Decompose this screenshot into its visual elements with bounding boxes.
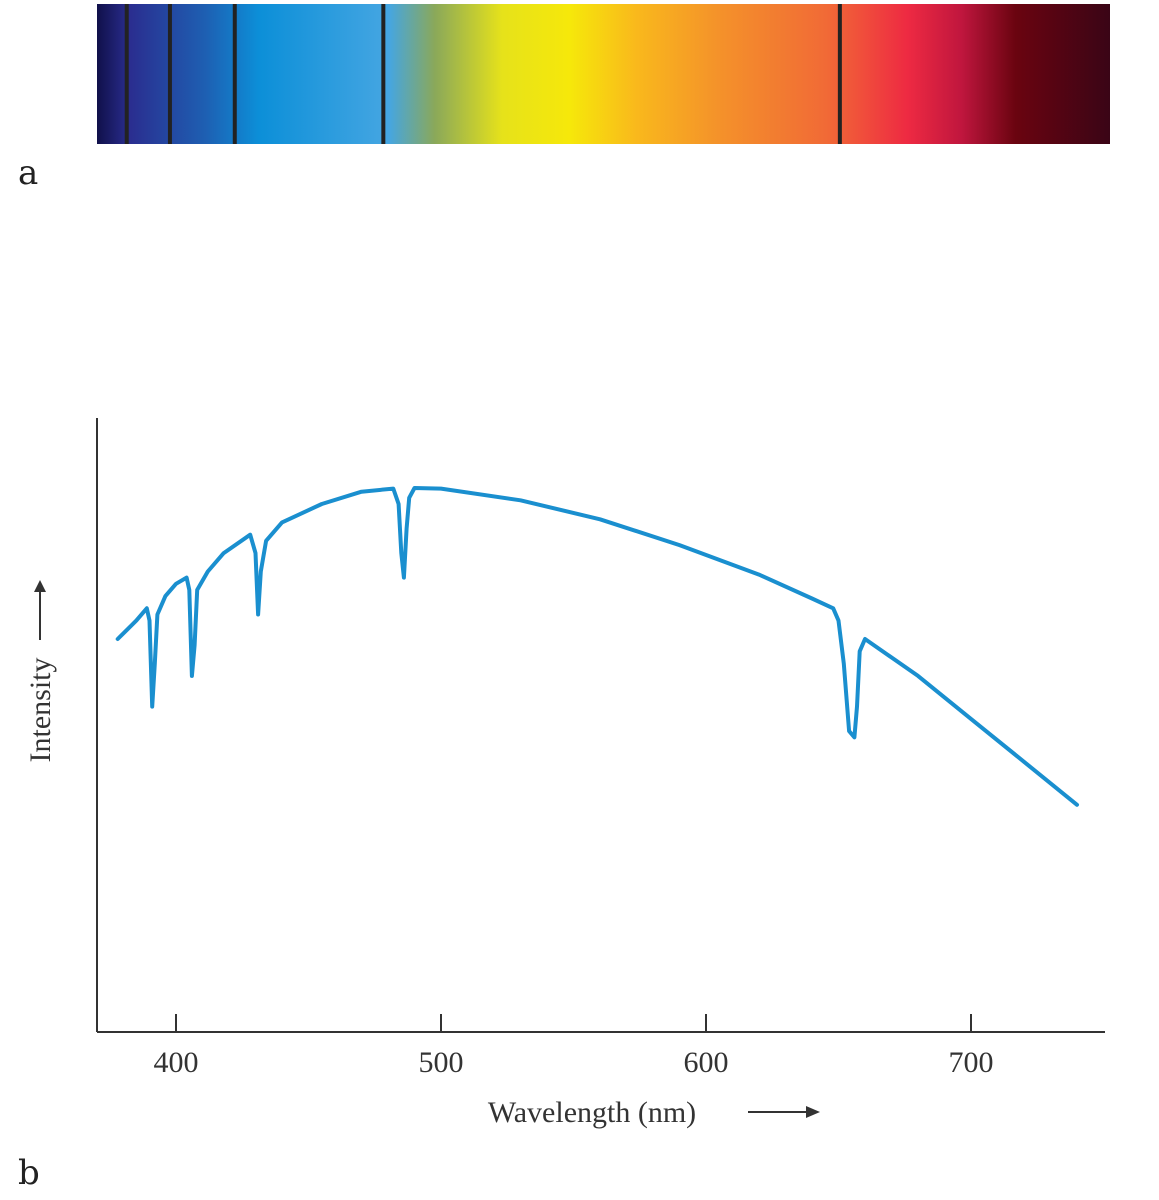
y-axis-arrowhead-icon: [34, 580, 46, 592]
spectrum-panel: a: [18, 4, 1110, 193]
panel-label-a: a: [18, 153, 38, 193]
x-axis-label: Wavelength (nm): [488, 1096, 696, 1129]
intensity-chart: 400 500 600 700 Intensity Wavelength (nm) b: [18, 418, 1105, 1193]
spectrum-bar: [97, 4, 1110, 144]
x-tick-label: 600: [684, 1046, 729, 1079]
x-ticks: 400 500 600 700: [154, 1014, 994, 1079]
x-tick-label: 400: [154, 1046, 199, 1079]
x-axis-arrowhead-icon: [806, 1106, 820, 1118]
y-axis-label: Intensity: [24, 658, 57, 763]
intensity-curve: [115, 486, 1079, 807]
x-tick-label: 700: [949, 1046, 994, 1079]
panel-label-b: b: [18, 1153, 40, 1193]
y-axis-title: Intensity: [24, 580, 57, 763]
x-tick-label: 500: [419, 1046, 464, 1079]
absorption-lines: [124, 4, 842, 144]
